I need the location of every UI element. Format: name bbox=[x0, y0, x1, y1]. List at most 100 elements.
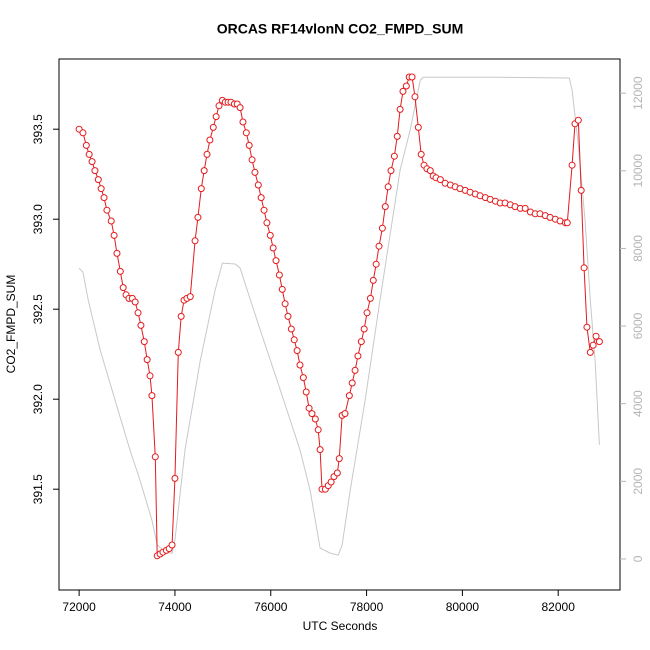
y-tick-label: 393.5 bbox=[31, 114, 45, 144]
data-point bbox=[134, 309, 142, 317]
data-point bbox=[563, 219, 571, 227]
chart-title: ORCAS RF14vlonN CO2_FMPD_SUM bbox=[217, 21, 464, 37]
data-point bbox=[595, 338, 603, 346]
data-point bbox=[186, 293, 194, 301]
data-point bbox=[79, 129, 87, 137]
data-point bbox=[209, 123, 217, 131]
data-point bbox=[251, 168, 259, 176]
x-axis-label: UTC Seconds bbox=[303, 619, 378, 633]
y-tick-label: 392.0 bbox=[31, 384, 45, 414]
x-tick-label: 74000 bbox=[158, 600, 192, 614]
y2-tick-label: 6000 bbox=[631, 312, 645, 339]
data-point bbox=[335, 455, 343, 463]
data-point bbox=[206, 136, 214, 144]
data-point bbox=[266, 231, 274, 239]
data-point bbox=[399, 87, 407, 95]
data-point bbox=[236, 104, 244, 112]
data-point bbox=[140, 338, 148, 346]
data-point bbox=[168, 541, 176, 549]
data-point bbox=[341, 410, 349, 418]
data-point bbox=[212, 113, 220, 121]
data-point bbox=[103, 206, 111, 214]
data-point bbox=[88, 158, 96, 166]
data-point bbox=[411, 93, 419, 101]
data-point bbox=[577, 186, 585, 194]
data-point bbox=[316, 446, 324, 454]
data-point bbox=[521, 204, 529, 212]
y2-tick-label: 8000 bbox=[631, 235, 645, 262]
data-point bbox=[275, 271, 283, 279]
data-point bbox=[100, 194, 108, 202]
data-point bbox=[248, 156, 256, 164]
data-point bbox=[408, 73, 416, 81]
data-point bbox=[94, 176, 102, 184]
data-point bbox=[390, 152, 398, 160]
data-point bbox=[351, 366, 359, 374]
data-point bbox=[107, 217, 115, 225]
data-point bbox=[357, 338, 365, 346]
data-point bbox=[284, 312, 292, 320]
y-tick-label: 392.5 bbox=[31, 294, 45, 324]
data-point bbox=[137, 321, 145, 329]
x-tick-label: 78000 bbox=[350, 600, 384, 614]
data-point bbox=[363, 309, 371, 317]
y2-tick-label: 10000 bbox=[631, 154, 645, 188]
data-point bbox=[194, 213, 202, 221]
data-point bbox=[269, 244, 277, 252]
data-point bbox=[148, 392, 156, 400]
data-point bbox=[272, 257, 280, 265]
data-point bbox=[215, 102, 223, 110]
y-axis-label: CO2_FMPD_SUM bbox=[4, 275, 18, 374]
data-point bbox=[372, 260, 380, 268]
data-point bbox=[143, 356, 151, 364]
data-point bbox=[82, 141, 90, 149]
data-point bbox=[191, 237, 199, 245]
data-point bbox=[200, 167, 208, 175]
x-tick-label: 80000 bbox=[446, 600, 480, 614]
data-point bbox=[203, 150, 211, 158]
x-tick-label: 76000 bbox=[254, 600, 288, 614]
data-point bbox=[589, 341, 597, 349]
data-point bbox=[146, 372, 154, 380]
y-tick-label: 393.0 bbox=[31, 204, 45, 234]
data-point bbox=[85, 150, 93, 158]
data-point bbox=[119, 284, 127, 292]
data-point bbox=[305, 404, 313, 412]
data-point bbox=[302, 388, 310, 396]
data-point bbox=[296, 361, 304, 369]
y2-tick-label: 12000 bbox=[631, 76, 645, 110]
data-point bbox=[314, 426, 322, 434]
data-point bbox=[113, 249, 121, 257]
data-point bbox=[151, 453, 159, 461]
data-point bbox=[177, 312, 185, 320]
data-point bbox=[402, 82, 410, 90]
data-point bbox=[239, 118, 247, 126]
data-point bbox=[583, 323, 591, 331]
data-point bbox=[260, 206, 268, 214]
data-point bbox=[574, 116, 582, 124]
data-point bbox=[242, 129, 250, 137]
data-point bbox=[366, 294, 374, 302]
data-point bbox=[174, 348, 182, 356]
data-point bbox=[91, 167, 99, 175]
data-point bbox=[287, 325, 295, 333]
data-point bbox=[378, 224, 386, 232]
data-point bbox=[197, 185, 205, 193]
data-point bbox=[417, 150, 425, 158]
x-tick-label: 82000 bbox=[542, 600, 576, 614]
data-point bbox=[254, 181, 262, 189]
data-point bbox=[360, 325, 368, 333]
data-point bbox=[354, 352, 362, 360]
data-point bbox=[396, 105, 404, 113]
data-point bbox=[245, 141, 253, 149]
data-point bbox=[97, 185, 105, 193]
data-point bbox=[278, 285, 286, 293]
y2-tick-label: 4000 bbox=[631, 390, 645, 417]
y-tick-label: 391.5 bbox=[31, 474, 45, 504]
data-point bbox=[348, 379, 356, 387]
data-point bbox=[263, 219, 271, 227]
data-point bbox=[257, 194, 265, 202]
data-point bbox=[293, 347, 301, 355]
